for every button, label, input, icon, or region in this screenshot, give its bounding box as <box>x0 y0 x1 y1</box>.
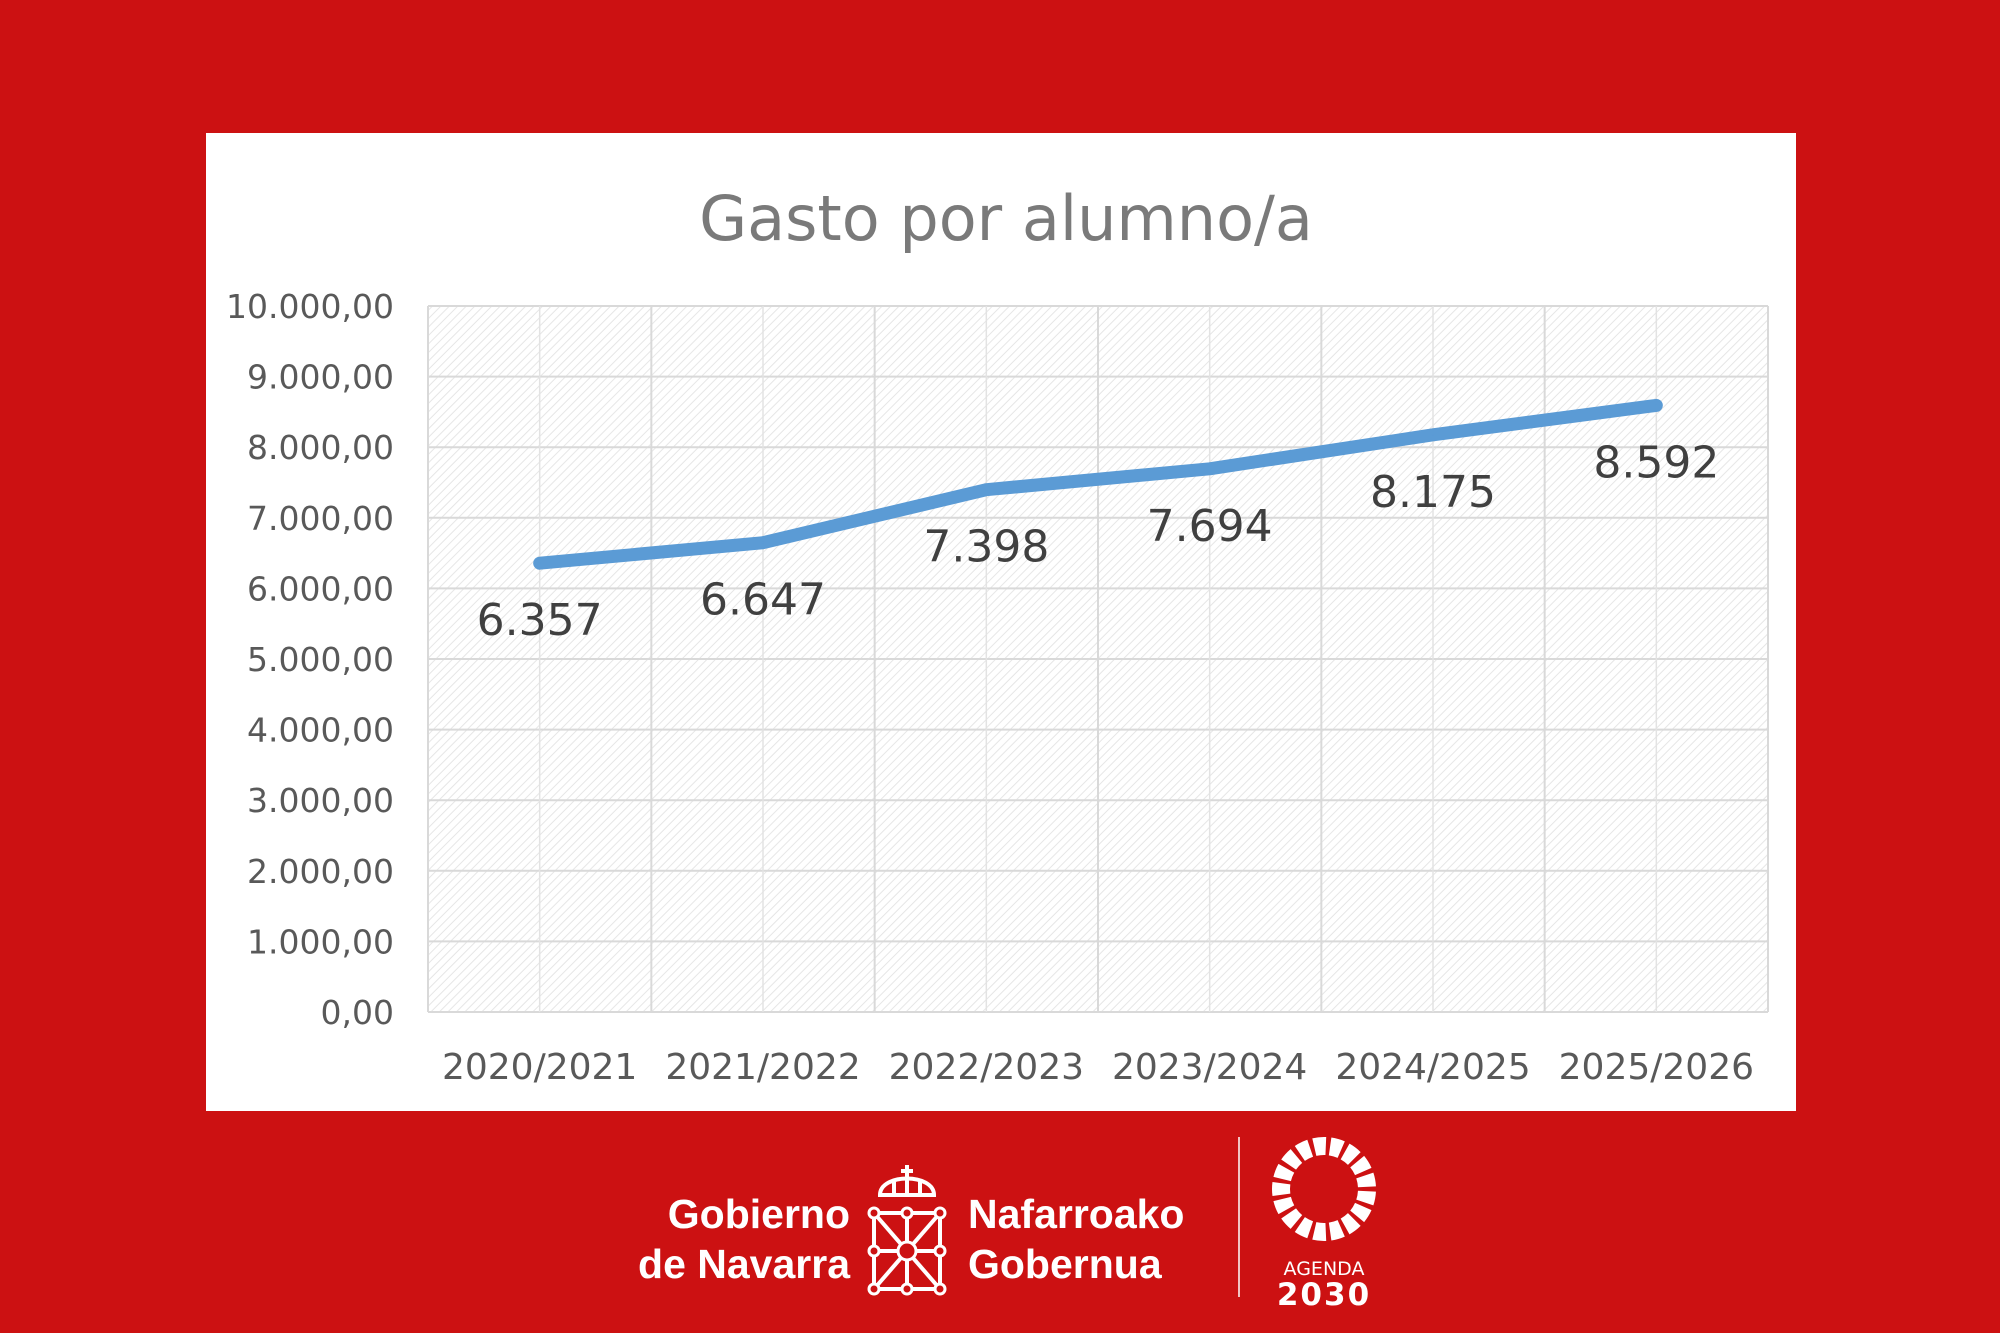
y-tick-label: 1.000,00 <box>247 922 394 961</box>
x-tick-label: 2025/2026 <box>1559 1047 1754 1088</box>
agenda-wheel-segment <box>1356 1190 1376 1206</box>
agenda-wheel-segment <box>1312 1222 1327 1241</box>
x-tick-label: 2023/2024 <box>1112 1047 1307 1088</box>
y-tick-label: 5.000,00 <box>247 640 394 679</box>
y-tick-label: 10.000,00 <box>226 287 394 326</box>
series-lines <box>533 398 1663 570</box>
data-point <box>538 562 541 565</box>
footer-divider <box>1238 1137 1240 1297</box>
data-label: 6.357 <box>477 595 603 646</box>
y-axis-ticks: 0,00 1.000,00 2.000,00 3.000,00 4.000,00 5.00… <box>226 287 394 1032</box>
series-line <box>533 398 1663 570</box>
agenda-2030-logo: AGENDA 2030 <box>1271 1137 1376 1307</box>
data-label: 7.398 <box>923 522 1049 573</box>
y-tick-label: 4.000,00 <box>247 711 394 750</box>
y-tick-label: 3.000,00 <box>247 781 394 820</box>
agenda-year: 2030 <box>1277 1277 1371 1307</box>
data-label: 8.175 <box>1370 467 1496 518</box>
agenda-wheel-segment <box>1294 1139 1314 1161</box>
data-point <box>1432 433 1434 436</box>
agenda-wheel-segment <box>1328 1220 1345 1241</box>
agenda-wheel-segment <box>1312 1137 1327 1156</box>
agenda-wheel-segment <box>1340 1213 1361 1235</box>
line-chart: Gasto por alumno/a 0,00 1.000,00 2.000,00 3… <box>226 182 1769 1088</box>
x-tick-label: 2024/2025 <box>1335 1047 1530 1088</box>
agenda-wheel-segment <box>1281 1208 1303 1229</box>
agenda-wheel-segment <box>1281 1149 1303 1170</box>
agenda-wheel-segment <box>1271 1182 1291 1196</box>
agenda-wheel-segment <box>1356 1172 1376 1188</box>
data-point <box>762 541 764 544</box>
data-labels: 6.357 6.647 7.398 7.694 8.175 8.592 <box>477 437 1720 646</box>
x-tick-label: 2021/2022 <box>665 1047 860 1088</box>
data-label: 6.647 <box>700 575 826 626</box>
org-name-basque: Nafarroako Gobernua <box>968 1189 1184 1289</box>
agenda-2030-wheel-icon <box>1271 1137 1376 1241</box>
x-tick-label: 2020/2021 <box>442 1047 637 1088</box>
org-es-line1: Gobierno <box>667 1191 850 1237</box>
y-tick-label: 6.000,00 <box>247 569 394 608</box>
data-label: 7.694 <box>1147 501 1273 552</box>
gridlines <box>427 305 1769 1013</box>
org-es-line2: de Navarra <box>638 1241 850 1287</box>
agenda-wheel-segment <box>1273 1163 1295 1182</box>
chart-panel: Gasto por alumno/a 0,00 1.000,00 2.000,00 3… <box>206 133 1796 1111</box>
agenda-wheel-segment <box>1294 1217 1314 1239</box>
footer: Gobierno de Navarra Nafar <box>0 1111 2000 1333</box>
chart-title: Gasto por alumno/a <box>699 182 1313 255</box>
data-label: 8.592 <box>1593 437 1719 488</box>
y-tick-label: 7.000,00 <box>247 499 394 538</box>
org-name-spanish: Gobierno de Navarra <box>638 1189 850 1289</box>
y-tick-label: 0,00 <box>321 993 394 1032</box>
x-axis-ticks: 2020/2021 2021/2022 2022/2023 2023/2024 2024… <box>442 1047 1754 1088</box>
org-eu-line2: Gobernua <box>968 1241 1162 1287</box>
agenda-wheel-segment <box>1340 1143 1361 1165</box>
y-tick-label: 8.000,00 <box>247 428 394 467</box>
x-tick-label: 2022/2023 <box>889 1047 1084 1088</box>
data-point <box>985 488 988 491</box>
agenda-label: AGENDA <box>1284 1258 1365 1280</box>
y-tick-label: 9.000,00 <box>247 358 394 397</box>
data-point <box>1208 467 1211 470</box>
org-eu-line1: Nafarroako <box>968 1191 1185 1237</box>
data-point <box>1655 404 1658 407</box>
y-tick-label: 2.000,00 <box>247 852 394 891</box>
agenda-wheel-segment <box>1350 1202 1372 1223</box>
navarra-coat-of-arms-icon <box>867 1165 947 1296</box>
agenda-wheel-segment <box>1273 1196 1295 1215</box>
agenda-wheel-segment <box>1350 1155 1372 1176</box>
agenda-wheel-segment <box>1328 1137 1345 1158</box>
